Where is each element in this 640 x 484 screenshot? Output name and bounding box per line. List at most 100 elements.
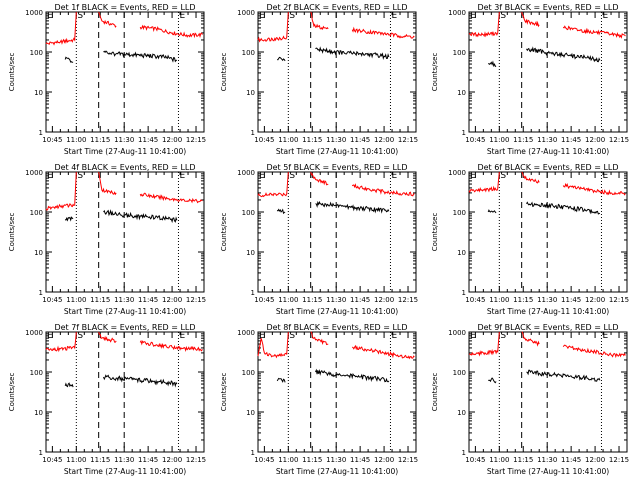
x-tick-label: 11:00 [66,296,86,304]
series-events-line [276,377,286,383]
x-axis-label: Start Time (27-Aug-11 10:41:00) [276,467,398,476]
x-tick-label: 10:45 [42,456,62,464]
x-axis-label: Start Time (27-Aug-11 10:41:00) [487,307,609,316]
marker-label: E [470,11,476,21]
x-tick-label: 11:15 [513,136,533,144]
y-axis-label: Counts/sec [8,53,16,92]
y-tick-label: 100 [242,49,255,57]
series-lld-line [139,24,203,39]
y-tick-label: 1 [39,449,43,457]
chart-title: Det 2f BLACK = Events, RED = LLD [266,3,407,12]
series-events-line [488,377,497,384]
series-lld-line [351,26,415,39]
series-events-line [526,46,601,63]
y-tick-label: 10 [457,249,466,257]
x-tick-label: 12:00 [162,456,182,464]
y-axis-label: Counts/sec [220,53,228,92]
x-tick-label: 12:00 [374,296,394,304]
x-tick-label: 12:15 [609,296,629,304]
series-lld-line [468,171,500,193]
marker-label: E [470,331,476,341]
series-lld-line [139,339,203,352]
x-tick-label: 11:00 [489,296,509,304]
panel-det-7: Det 7f BLACK = Events, RED = LLD Counts/s… [8,323,206,476]
series-lld-line [562,182,626,196]
x-tick-label: 11:15 [513,296,533,304]
x-tick-label: 11:00 [66,456,86,464]
y-tick-label: 10 [457,89,466,97]
chart-title: Det 3f BLACK = Events, RED = LLD [477,3,618,12]
chart-title: Det 4f BLACK = Events, RED = LLD [54,163,195,172]
series-events-line [64,216,74,222]
marker-label: S [500,331,506,341]
x-tick-label: 11:00 [278,456,298,464]
series-lld-line [45,331,77,353]
panel-det-4: Det 4f BLACK = Events, RED = LLD Counts/s… [8,163,206,316]
x-tick-label: 11:30 [326,296,346,304]
y-tick-label: 1000 [237,9,255,17]
y-tick-label: 10 [246,89,255,97]
x-tick-label: 11:45 [350,296,370,304]
marker-label: S [289,331,295,341]
series-lld-line [257,11,289,43]
y-tick-label: 1 [39,289,43,297]
series-lld-line [310,11,329,31]
x-tick-label: 10:45 [42,296,62,304]
marker-label: E [47,171,53,181]
y-tick-label: 10 [457,409,466,417]
series-events-line [64,382,74,388]
series-events-line [487,209,497,214]
y-tick-label: 1000 [448,169,466,177]
y-tick-label: 1 [462,289,466,297]
x-tick-label: 11:30 [114,136,134,144]
marker-label: E [602,11,608,21]
series-events-line [315,46,390,60]
marker-label: E [179,331,185,341]
panel-det-2: Det 2f BLACK = Events, RED = LLD Counts/s… [220,3,418,156]
series-lld-line [562,344,626,359]
y-tick-label: 1 [39,129,43,137]
chart-title: Det 8f BLACK = Events, RED = LLD [266,323,407,332]
marker-label: S [289,11,295,21]
x-tick-label: 11:15 [302,456,322,464]
y-tick-label: 1000 [237,329,255,337]
y-axis-label: Counts/sec [8,373,16,412]
y-tick-label: 1000 [237,169,255,177]
x-axis-label: Start Time (27-Aug-11 10:41:00) [487,147,609,156]
x-tick-label: 10:45 [254,456,274,464]
plot-frame [468,331,628,453]
marker-label: S [77,331,83,341]
panel-det-3: Det 3f BLACK = Events, RED = LLD Counts/s… [431,3,629,156]
x-tick-label: 11:30 [114,456,134,464]
marker-label: S [77,171,83,181]
y-tick-label: 1 [462,129,466,137]
x-tick-label: 12:15 [398,136,418,144]
marker-label: E [179,11,185,21]
series-lld-line [139,192,203,204]
x-tick-label: 11:00 [278,136,298,144]
x-tick-label: 11:15 [90,296,110,304]
marker-label: E [391,331,397,341]
series-events-line [276,208,286,215]
y-tick-label: 1000 [25,9,43,17]
panel-det-9: Det 9f BLACK = Events, RED = LLD Counts/s… [431,323,629,476]
series-lld-line [98,11,117,28]
series-events-line [277,56,286,62]
x-tick-label: 11:45 [138,296,158,304]
panel-det-1: Det 1f BLACK = Events, RED = LLD Counts/s… [8,3,206,156]
panel-det-6: Det 6f BLACK = Events, RED = LLD Counts/s… [431,163,629,316]
y-tick-label: 1000 [448,329,466,337]
series-events-line [526,201,600,215]
y-tick-label: 10 [246,409,255,417]
series-events-line [103,50,177,63]
x-tick-label: 10:45 [254,296,274,304]
x-tick-label: 12:00 [374,456,394,464]
marker-label: S [289,171,295,181]
plot-frame [257,331,417,453]
x-tick-label: 12:15 [398,296,418,304]
plot-frame [45,171,205,293]
plot-frame [257,11,417,133]
y-tick-label: 100 [30,209,43,217]
x-axis-label: Start Time (27-Aug-11 10:41:00) [276,147,398,156]
